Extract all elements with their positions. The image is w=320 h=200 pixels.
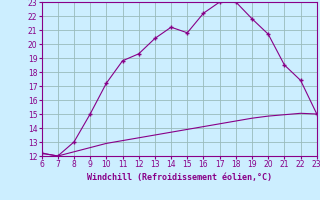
X-axis label: Windchill (Refroidissement éolien,°C): Windchill (Refroidissement éolien,°C) — [87, 173, 272, 182]
